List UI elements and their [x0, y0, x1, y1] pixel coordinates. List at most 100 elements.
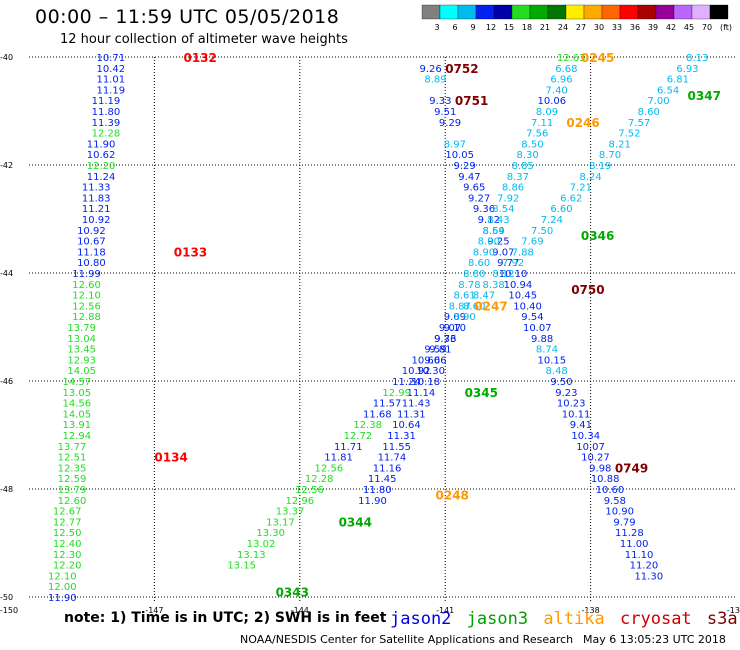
data-label: 11.45	[368, 474, 397, 485]
color-scale-swatch	[655, 4, 675, 20]
legend-jason2: jason2	[390, 609, 452, 629]
color-scale-label: 70	[702, 23, 712, 32]
data-label: 13.77	[58, 442, 87, 453]
data-label: 8.48	[546, 366, 568, 377]
color-scale-swatch	[691, 4, 711, 20]
data-label: 7.24	[541, 215, 563, 226]
data-label: 11.21	[82, 204, 111, 215]
data-label: 11.20	[630, 561, 659, 572]
data-label: 9.36	[473, 204, 495, 215]
data-label: 10.23	[557, 399, 586, 410]
data-label: 10.67	[77, 237, 106, 248]
data-label: 13.15	[227, 561, 256, 572]
data-label: 11.31	[387, 431, 416, 442]
data-label: 10.27	[581, 453, 610, 464]
data-label: 7.50	[531, 226, 553, 237]
data-label: 13.91	[63, 420, 92, 431]
data-label: 8.50	[521, 139, 543, 150]
y-tick-label: -44	[0, 269, 13, 278]
x-tick-label: -138	[582, 606, 600, 615]
data-label: 12.40	[53, 539, 82, 550]
data-label: 11.33	[82, 183, 111, 194]
data-label: 12.60	[72, 280, 101, 291]
data-label: 11.80	[363, 485, 392, 496]
data-label: 10.71	[96, 53, 125, 64]
data-label: 9.29	[439, 118, 461, 129]
data-label: 8.61	[453, 291, 475, 302]
color-scale-unit: (ft)	[720, 23, 732, 32]
satellite-legend: jason2 jason3 altika cryosat s3a	[390, 609, 740, 629]
data-label: 7.69	[521, 237, 543, 248]
pass-label: 0343	[276, 586, 309, 600]
data-label: 11.39	[92, 118, 121, 129]
color-scale-swatch	[475, 4, 495, 20]
data-label: 11.01	[96, 75, 125, 86]
data-label: 11.28	[615, 528, 644, 539]
data-label: 11.90	[87, 139, 116, 150]
data-label: 9.07	[492, 247, 514, 258]
data-label: 8.89	[424, 75, 446, 86]
data-label: 11.16	[373, 463, 402, 474]
data-label: 10.94	[504, 280, 533, 291]
data-label: 10.60	[596, 485, 625, 496]
color-scale-label: 21	[540, 23, 550, 32]
color-scale-label: 18	[522, 23, 532, 32]
data-label: 12.99	[382, 388, 411, 399]
data-label: 8.69	[483, 226, 505, 237]
created-timestamp: May 6 13:05:23 UTC 2018	[583, 633, 726, 646]
data-label: 10.64	[392, 420, 421, 431]
data-label: 12.20	[53, 561, 82, 572]
color-scale-swatch	[421, 4, 441, 20]
data-label: 7.92	[502, 258, 524, 269]
data-label: 8.54	[483, 226, 505, 237]
data-label: 13.45	[67, 345, 96, 356]
data-label: 12.38	[353, 420, 382, 431]
data-label: 11.24	[87, 172, 116, 183]
data-label: 9.58	[604, 496, 626, 507]
data-label: 11.90	[358, 496, 387, 507]
data-label: 14.56	[63, 399, 92, 410]
data-label: 13.17	[266, 517, 295, 528]
data-label: 11.80	[92, 107, 121, 118]
data-label: 13.79	[58, 485, 87, 496]
pass-label: 0347	[688, 89, 721, 103]
data-label: 10.88	[591, 474, 620, 485]
pass-label: 0133	[174, 245, 207, 259]
pass-label: 0246	[566, 116, 599, 130]
x-tick-label: -141	[436, 606, 454, 615]
legend-cryosat: cryosat	[620, 609, 692, 629]
data-label: 11.31	[397, 409, 426, 420]
color-scale-swatch	[529, 4, 549, 20]
pass-label: 0346	[581, 229, 614, 243]
color-scale-label: 6	[452, 23, 457, 32]
data-label: 10.07	[523, 323, 552, 334]
color-scale-swatch	[439, 4, 459, 20]
data-label: 9.09	[444, 312, 466, 323]
y-tick-label: -40	[0, 53, 13, 62]
data-label: 8.86	[502, 183, 524, 194]
data-label: 12.63	[557, 53, 586, 64]
legend-altika: altika	[543, 609, 605, 629]
data-label: 8.09	[536, 107, 558, 118]
data-label: 8.54	[492, 204, 514, 215]
pass-label: 0752	[445, 62, 478, 76]
pass-label: 0248	[436, 488, 469, 502]
pass-label: 0751	[455, 94, 488, 108]
data-label: 6.93	[676, 64, 698, 75]
data-label: 8.60	[468, 258, 490, 269]
color-scale-swatch	[511, 4, 531, 20]
color-scale-swatch	[709, 4, 729, 20]
pass-label: 0134	[154, 451, 187, 465]
x-tick-label: -150	[0, 606, 18, 615]
data-label: 13.02	[247, 539, 276, 550]
data-label: 10.40	[513, 301, 542, 312]
data-label: 12.28	[305, 474, 334, 485]
data-label: 9.26	[420, 64, 442, 75]
data-label: 9.07	[439, 323, 461, 334]
data-label: 8.37	[507, 172, 529, 183]
data-label: 12.10	[72, 291, 101, 302]
data-label: 10.92	[77, 226, 106, 237]
data-label: 9.59	[424, 345, 446, 356]
data-label: 9.66	[424, 355, 446, 366]
data-label: 8.87	[449, 301, 471, 312]
